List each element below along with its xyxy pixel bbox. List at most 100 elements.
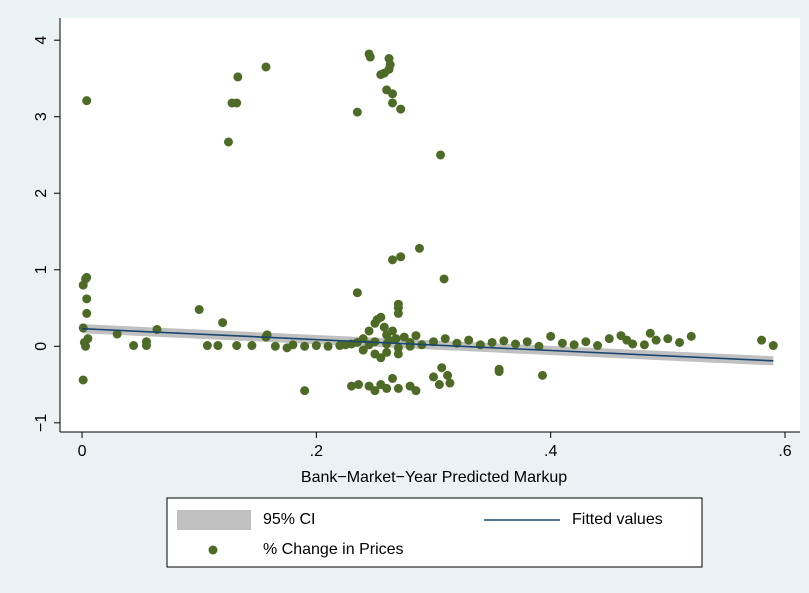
- point: [376, 353, 386, 363]
- point: [385, 60, 395, 70]
- point: [218, 318, 228, 328]
- point: [354, 380, 364, 390]
- point: [379, 322, 389, 332]
- point: [440, 334, 450, 344]
- point: [464, 335, 474, 345]
- point: [499, 336, 509, 346]
- x-axis-title: Bank−Market−Year Predicted Markup: [301, 469, 567, 486]
- plot-area: [60, 18, 800, 432]
- point: [396, 252, 406, 262]
- legend-label: Fitted values: [572, 511, 663, 528]
- point: [391, 334, 401, 344]
- point: [439, 274, 449, 284]
- point: [639, 340, 649, 350]
- point: [129, 341, 139, 351]
- point: [429, 337, 439, 347]
- point: [382, 347, 392, 357]
- x-tick-label: .2: [310, 443, 323, 460]
- point: [393, 308, 403, 318]
- point: [83, 334, 93, 344]
- point: [393, 383, 403, 393]
- point: [232, 98, 242, 108]
- point: [78, 375, 88, 385]
- legend-label: 95% CI: [263, 511, 315, 528]
- point: [494, 367, 504, 377]
- point: [443, 370, 453, 380]
- point: [247, 341, 257, 351]
- point: [757, 335, 767, 345]
- point: [604, 334, 614, 344]
- point: [376, 312, 386, 322]
- point: [311, 341, 321, 351]
- point: [581, 337, 591, 347]
- point: [112, 329, 122, 339]
- point: [352, 107, 362, 117]
- point: [487, 337, 497, 347]
- x-tick-label: 0: [78, 443, 87, 460]
- point: [645, 328, 655, 338]
- point: [81, 341, 91, 351]
- x-tick-label: .6: [778, 443, 791, 460]
- point: [388, 326, 398, 336]
- point: [388, 373, 398, 383]
- point: [445, 378, 455, 388]
- point: [82, 294, 92, 304]
- point: [223, 137, 233, 147]
- point: [388, 255, 398, 265]
- point: [414, 243, 424, 253]
- point: [663, 334, 673, 344]
- point: [382, 383, 392, 393]
- point: [300, 386, 310, 396]
- y-tick-label: 4: [33, 36, 50, 45]
- point: [388, 98, 398, 108]
- point: [388, 89, 398, 99]
- point: [768, 341, 778, 351]
- point: [352, 337, 362, 347]
- legend: [166, 497, 703, 568]
- point: [396, 104, 406, 114]
- point: [141, 341, 151, 351]
- point: [651, 335, 661, 345]
- point: [347, 381, 357, 391]
- point: [393, 343, 403, 353]
- point: [364, 326, 374, 336]
- point: [352, 288, 362, 298]
- legend-swatch: [208, 545, 218, 555]
- point: [82, 272, 92, 282]
- point: [437, 363, 447, 373]
- point: [686, 331, 696, 341]
- point: [194, 305, 204, 315]
- y-tick-label: 0: [33, 342, 50, 351]
- point: [232, 341, 242, 351]
- point: [323, 341, 333, 351]
- point: [546, 331, 556, 341]
- y-tick-label: 1: [33, 265, 50, 274]
- point: [411, 331, 421, 341]
- y-tick-label: 2: [33, 189, 50, 198]
- point: [411, 386, 421, 396]
- point: [399, 332, 409, 342]
- point: [78, 323, 88, 333]
- point: [593, 341, 603, 351]
- point: [365, 52, 375, 62]
- point: [82, 308, 92, 318]
- point: [557, 338, 567, 348]
- legend-swatch: [177, 510, 251, 530]
- point: [436, 150, 446, 160]
- point: [202, 341, 212, 351]
- point: [270, 341, 280, 351]
- point: [537, 370, 547, 380]
- point: [213, 341, 223, 351]
- point: [261, 62, 271, 72]
- point: [382, 339, 392, 349]
- point: [675, 337, 685, 347]
- point: [628, 339, 638, 349]
- y-tick-label: 3: [33, 112, 50, 121]
- point: [300, 341, 310, 351]
- fit-line: [81, 327, 774, 362]
- legend-label: % Change in Prices: [263, 541, 404, 558]
- point: [569, 340, 579, 350]
- point: [233, 72, 243, 82]
